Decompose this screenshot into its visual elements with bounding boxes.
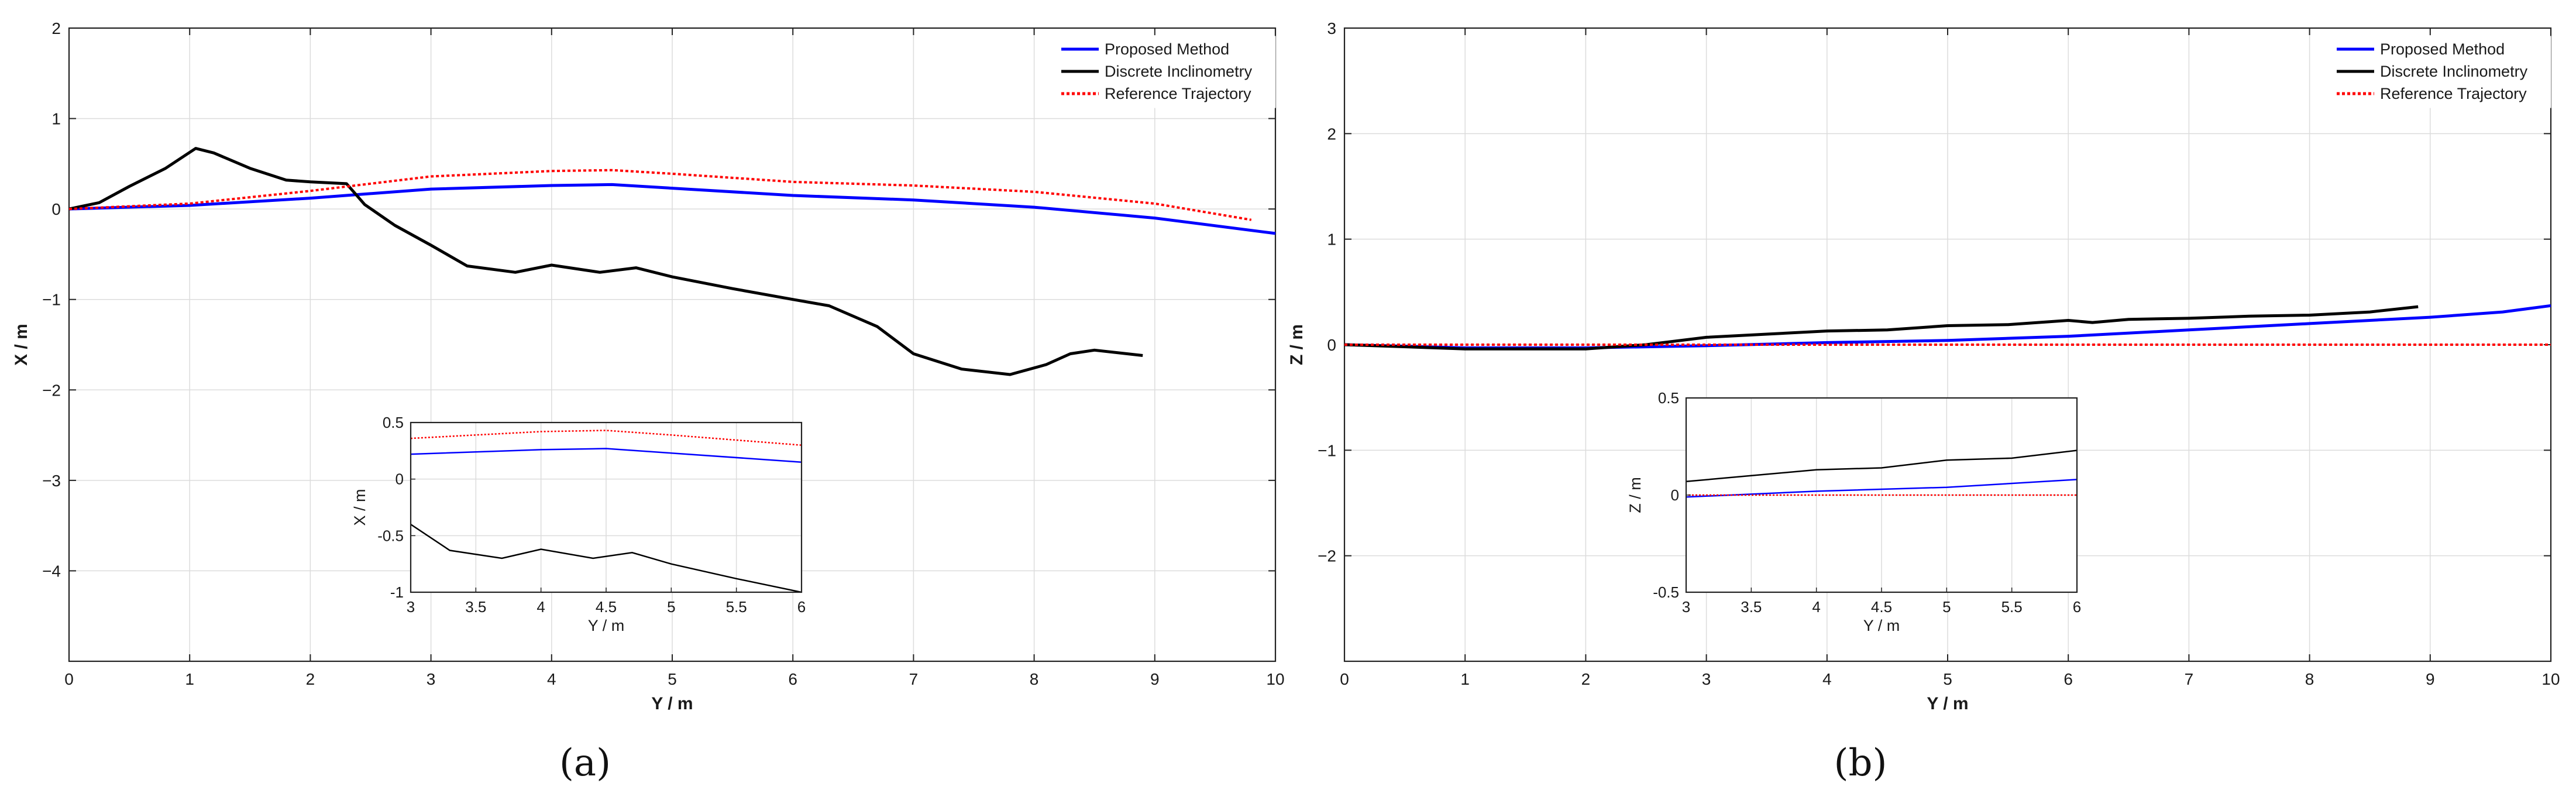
y-tick-label: −1	[42, 291, 61, 309]
x-tick-label: 0	[64, 670, 74, 688]
x-tick-label: 10	[2541, 670, 2560, 688]
x-tick-label: 6	[788, 670, 797, 688]
y-tick-label: 1	[1327, 231, 1336, 249]
y-tick-label: −2	[1318, 547, 1336, 565]
series-line-discrete-inclinometry	[68, 147, 1143, 376]
x-tick-label: 5	[1943, 670, 1952, 688]
x-tick-label: 8	[2305, 670, 2314, 688]
inset-chart: 3 3.5 4 4.5 5 5.5 6 -0.5 0 0.5 Y / m Z / m	[1626, 389, 2081, 634]
inset-y-axis-label: X / m	[351, 489, 369, 526]
inset-x-tick-label: 5.5	[726, 598, 747, 616]
inset-x-axis-label: Y / m	[588, 617, 625, 634]
inset-series-line-proposed-method	[1686, 479, 2077, 498]
x-tick-label: 3	[1702, 670, 1711, 688]
x-axis-label: Y / m	[651, 694, 693, 713]
inset-y-tick-label: 0	[395, 471, 404, 488]
legend-label: Reference Trajectory	[1105, 85, 1251, 102]
y-tick-label: −3	[42, 472, 61, 490]
inset-y-tick-label: -0.5	[377, 527, 404, 544]
inset-y-tick-label: -1	[390, 583, 404, 601]
x-tick-label: 2	[1581, 670, 1591, 688]
x-tick-label: 4	[547, 670, 556, 688]
inset-y-tick-label: -0.5	[1653, 583, 1679, 601]
x-tick-label: 4	[1822, 670, 1832, 688]
inset-x-tick-label: 3.5	[1741, 598, 1762, 616]
panel-caption: (a)	[559, 741, 611, 785]
chart-panel-a: 0 1 2 3 4 5 6 7 8 9 10 −4 −3 −2 −1 0 1 2 Y / m X / m Propose…	[12, 19, 1285, 785]
inset-series-line-discrete-inclinometry	[1686, 449, 2077, 483]
x-tick-label: 2	[306, 670, 315, 688]
legend-label: Discrete Inclinometry	[2380, 63, 2528, 80]
series-line-reference-trajectory	[68, 169, 1252, 221]
y-tick-label: −1	[1318, 441, 1336, 459]
y-tick-label: −4	[42, 562, 61, 580]
legend-label: Discrete Inclinometry	[1105, 63, 1253, 80]
y-tick-label: 1	[51, 110, 61, 128]
x-tick-label: 9	[1150, 670, 1160, 688]
y-tick-label: 2	[51, 19, 61, 37]
legend-label: Proposed Method	[1105, 40, 1229, 58]
inset-x-tick-label: 3.5	[465, 598, 486, 616]
y-tick-label: 3	[1327, 19, 1336, 37]
plot-frame	[68, 27, 1277, 662]
y-axis-label: Z / m	[1287, 324, 1306, 365]
inset-x-tick-label: 3	[1682, 598, 1690, 616]
inset-y-axis-label: Z / m	[1626, 477, 1644, 513]
x-axis-label: Y / m	[1927, 694, 1968, 713]
inset-x-tick-label: 3	[407, 598, 415, 616]
x-tick-label: 6	[2063, 670, 2073, 688]
y-axis-label: X / m	[12, 324, 31, 366]
y-tick-label: 0	[1327, 336, 1336, 354]
y-tick-label: 0	[51, 200, 61, 218]
chart-panel-b: 0 1 2 3 4 5 6 7 8 9 10 −2 −1 0 1 2 3 Y / m Z / m Proposed M…	[1287, 19, 2560, 785]
inset-y-tick-label: 0.5	[383, 414, 404, 431]
x-tick-label: 1	[1460, 670, 1470, 688]
inset-chart: 3 3.5 4 4.5 5 5.5 6 -1 -0.5 0 0.5 Y / m X / m	[351, 414, 806, 634]
legend-label: Reference Trajectory	[2380, 85, 2527, 102]
inset-x-tick-label: 5	[667, 598, 675, 616]
inset-x-tick-label: 4	[1812, 598, 1820, 616]
inset-x-axis-label: Y / m	[1863, 617, 1900, 634]
inset-x-tick-label: 6	[797, 598, 806, 616]
inset-y-tick-label: 0.5	[1658, 389, 1679, 407]
y-tick-label: 2	[1327, 125, 1336, 143]
inset-x-tick-label: 4.5	[1871, 598, 1892, 616]
x-tick-label: 10	[1266, 670, 1284, 688]
x-tick-label: 1	[185, 670, 194, 688]
x-tick-label: 8	[1030, 670, 1039, 688]
x-tick-label: 5	[668, 670, 677, 688]
inset-x-tick-label: 6	[2073, 598, 2081, 616]
x-tick-label: 7	[2185, 670, 2194, 688]
inset-series-line-reference-trajectory	[411, 430, 802, 446]
inset-y-tick-label: 0	[1671, 486, 1679, 504]
inset-x-tick-label: 4	[536, 598, 545, 616]
x-tick-label: 9	[2426, 670, 2435, 688]
inset-series-line-proposed-method	[411, 448, 802, 463]
legend: Proposed Method Discrete Inclinometry Refe…	[1057, 36, 1276, 108]
panel-caption: (b)	[1834, 741, 1887, 785]
series-line-proposed-method	[68, 183, 1276, 235]
legend: Proposed Method Discrete Inclinometry Refe…	[2333, 36, 2551, 108]
inset-x-tick-label: 5	[1942, 598, 1951, 616]
y-tick-label: −2	[42, 381, 61, 399]
inset-x-tick-label: 5.5	[2001, 598, 2023, 616]
inset-x-tick-label: 4.5	[596, 598, 617, 616]
x-tick-label: 0	[1340, 670, 1349, 688]
inset-series-line-discrete-inclinometry	[411, 523, 802, 592]
x-tick-label: 3	[427, 670, 436, 688]
x-tick-label: 7	[909, 670, 919, 688]
legend-label: Proposed Method	[2380, 40, 2505, 58]
